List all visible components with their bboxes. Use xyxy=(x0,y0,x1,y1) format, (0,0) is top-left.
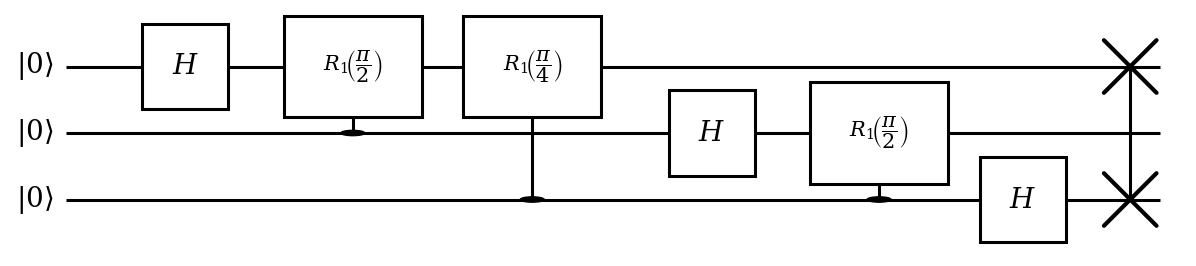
FancyBboxPatch shape xyxy=(142,24,228,109)
Text: $|0\rangle$: $|0\rangle$ xyxy=(17,117,54,149)
Text: $|0\rangle$: $|0\rangle$ xyxy=(17,51,54,82)
Text: $H$: $H$ xyxy=(1009,185,1036,214)
Circle shape xyxy=(520,197,544,202)
Text: $|0\rangle$: $|0\rangle$ xyxy=(17,184,54,215)
Text: $H$: $H$ xyxy=(698,119,725,147)
FancyBboxPatch shape xyxy=(669,90,755,176)
Text: $H$: $H$ xyxy=(172,52,199,81)
Circle shape xyxy=(341,130,365,136)
Circle shape xyxy=(867,197,891,202)
Text: $R_1\!\left(\dfrac{\pi}{2}\right)$: $R_1\!\left(\dfrac{\pi}{2}\right)$ xyxy=(849,115,909,151)
FancyBboxPatch shape xyxy=(811,82,947,184)
FancyBboxPatch shape xyxy=(285,16,421,117)
Text: $R_1\!\left(\dfrac{\pi}{2}\right)$: $R_1\!\left(\dfrac{\pi}{2}\right)$ xyxy=(323,48,383,85)
FancyBboxPatch shape xyxy=(980,157,1066,242)
FancyBboxPatch shape xyxy=(464,16,602,117)
Text: $R_1\!\left(\dfrac{\pi}{4}\right)$: $R_1\!\left(\dfrac{\pi}{4}\right)$ xyxy=(502,48,562,85)
